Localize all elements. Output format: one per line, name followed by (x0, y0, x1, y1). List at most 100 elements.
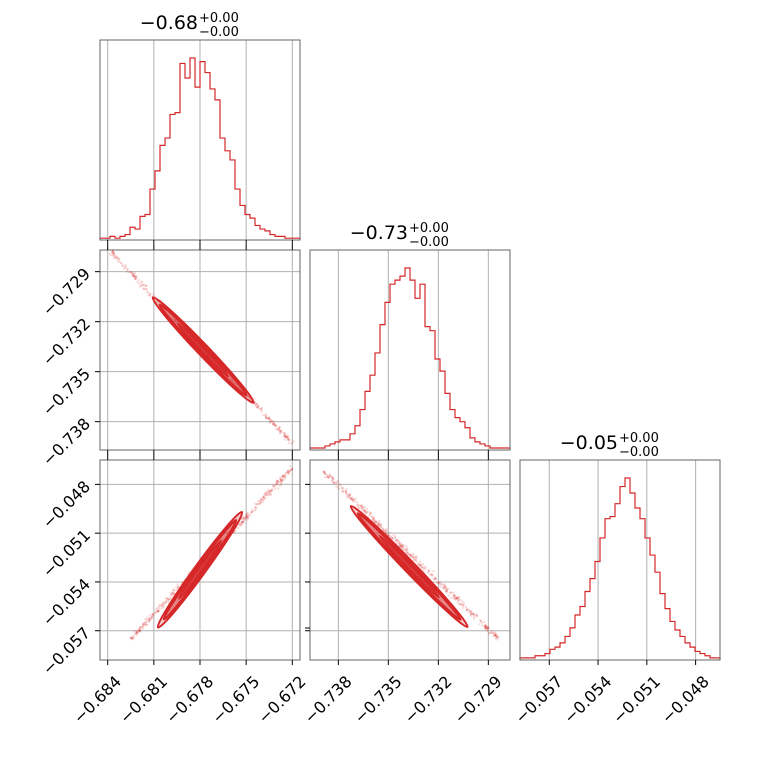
scatter-point (351, 498, 354, 501)
scatter-point (128, 270, 131, 273)
scatter-point (139, 285, 142, 288)
scatter-point (269, 420, 272, 423)
y-tick-label: −0.054 (39, 575, 94, 630)
scatter-point (494, 634, 497, 637)
scatter-point (250, 510, 253, 514)
scatter-point (447, 587, 450, 590)
scatter-point (139, 630, 142, 633)
scatter-point (126, 268, 129, 271)
scatter-point (245, 517, 248, 520)
scatter-point (275, 479, 278, 482)
scatter-point (143, 284, 146, 287)
scatter-point (399, 544, 402, 548)
scatter-point (274, 484, 277, 487)
scatter-point (283, 432, 286, 435)
scatter-point (135, 630, 138, 633)
scatter-point (139, 626, 142, 629)
scatter-point (269, 420, 272, 424)
title-upper-error: +0.00 (199, 11, 239, 26)
scatter-point (175, 586, 178, 589)
scatter-point (265, 415, 268, 418)
scatter-point (269, 489, 272, 492)
histogram-step-3 (519, 477, 721, 660)
scatter-point (279, 483, 282, 486)
scatter-point (468, 610, 471, 614)
panel-frame (519, 459, 721, 661)
scatter-point (332, 478, 335, 481)
scatter-point (279, 430, 282, 433)
scatter-point (253, 502, 256, 505)
scatter-point (326, 476, 329, 479)
x-tick-label: −0.048 (658, 672, 713, 727)
scatter-point (143, 623, 146, 626)
scatter-point (372, 516, 375, 520)
scatter-point (269, 418, 272, 421)
scatter-point (461, 603, 464, 606)
scatter-point (330, 476, 333, 479)
scatter-point (486, 626, 489, 629)
scatter-point (161, 605, 164, 608)
scatter-point (433, 577, 436, 580)
x-tick-label: −0.681 (116, 672, 171, 727)
scatter-point (455, 597, 458, 600)
scatter-point (113, 254, 116, 258)
scatter-point (459, 603, 462, 606)
scatter-point (436, 581, 439, 584)
scatter-point (357, 506, 360, 509)
scatter-point (379, 522, 382, 526)
scatter-point (371, 518, 374, 521)
scatter-point (259, 499, 262, 502)
scatter-point (457, 595, 460, 599)
scatter-point (170, 593, 173, 596)
scatter-point (457, 599, 460, 602)
scatter-point (247, 516, 250, 519)
scatter-point (282, 479, 285, 482)
scatter-point (288, 470, 291, 473)
scatter-point (147, 291, 150, 294)
scatter-point (291, 467, 294, 470)
scatter-point (175, 588, 178, 591)
scatter-point (273, 423, 276, 426)
scatter-point (160, 604, 164, 607)
scatter-point (148, 616, 151, 620)
scatter-point (331, 476, 334, 479)
scatter-point (465, 609, 468, 612)
scatter-point (261, 499, 264, 502)
scatter-point (164, 596, 168, 600)
panel-title-1: −0.68 +0.00−0.00 (140, 11, 239, 40)
scatter-point (266, 492, 269, 495)
scatter-point (157, 609, 160, 612)
scatter-point (267, 417, 271, 420)
scatter-point (385, 529, 388, 532)
scatter-point (464, 605, 468, 609)
scatter-point (398, 542, 401, 545)
scatter-point (358, 507, 361, 510)
scatter-point (271, 422, 275, 426)
scatter-point (483, 625, 486, 628)
scatter-point (424, 566, 427, 569)
scatter-point (438, 582, 441, 585)
scatter-point (422, 567, 425, 570)
scatter-point (177, 586, 180, 589)
scatter-point (441, 583, 444, 586)
scatter-point (132, 636, 135, 639)
scatter-point (133, 275, 136, 278)
scatter-point (342, 487, 345, 490)
scatter-point (379, 524, 382, 527)
scatter-point (323, 472, 326, 475)
scatter-point (390, 536, 393, 539)
scatter-point (415, 555, 418, 559)
scatter-point (349, 497, 352, 500)
scatter-point (390, 536, 393, 539)
scatter-point (260, 406, 263, 410)
scatter-point (337, 487, 341, 490)
scatter-point (375, 520, 378, 524)
scatter-point (139, 626, 142, 629)
scatter-point (231, 379, 234, 383)
scatter-point (350, 496, 354, 499)
scatter-point (399, 544, 402, 547)
scatter-point (136, 281, 139, 284)
scatter-point (348, 493, 351, 497)
scatter-point (263, 414, 267, 417)
scatter-point (136, 631, 139, 634)
